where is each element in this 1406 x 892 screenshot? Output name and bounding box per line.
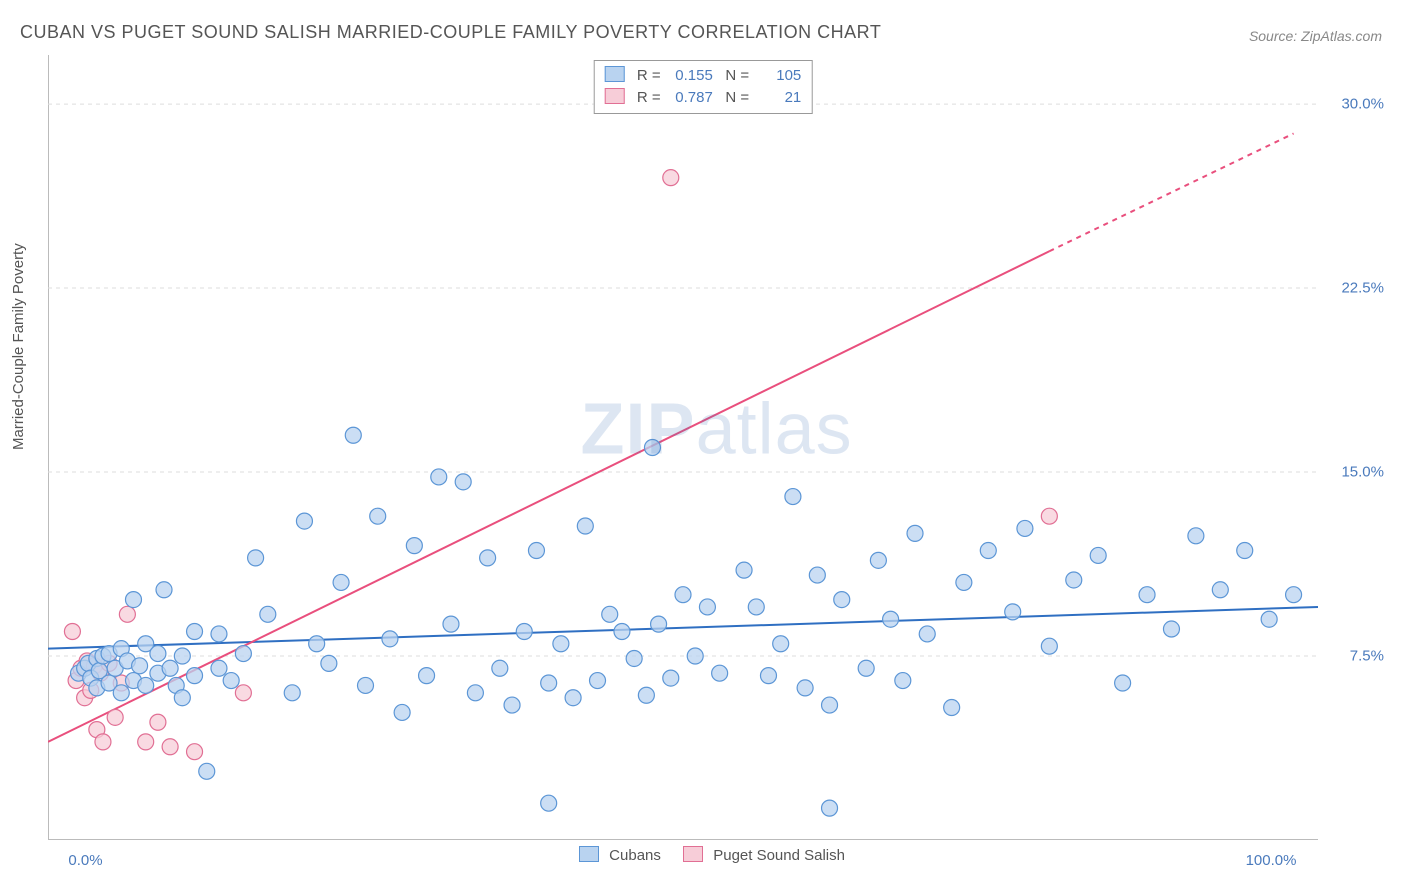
swatch-salish-bottom xyxy=(683,846,703,862)
y-tick: 15.0% xyxy=(1341,464,1384,481)
y-tick: 22.5% xyxy=(1341,280,1384,297)
swatch-cubans xyxy=(605,66,625,82)
legend-label-salish: Puget Sound Salish xyxy=(713,847,845,864)
series-legend: Cubans Puget Sound Salish xyxy=(0,846,1406,864)
legend-label-cubans: Cubans xyxy=(609,847,661,864)
scatter-plot xyxy=(48,55,1318,840)
swatch-cubans-bottom xyxy=(579,846,599,862)
legend-row-cubans: R = 0.155 N = 105 xyxy=(605,65,802,87)
y-tick: 7.5% xyxy=(1350,648,1384,665)
swatch-salish xyxy=(605,88,625,104)
y-tick: 30.0% xyxy=(1341,96,1384,113)
y-axis-label: Married-Couple Family Poverty xyxy=(10,243,27,450)
chart-title: CUBAN VS PUGET SOUND SALISH MARRIED-COUP… xyxy=(20,22,881,43)
source-credit: Source: ZipAtlas.com xyxy=(1249,28,1382,44)
correlation-legend: R = 0.155 N = 105 R = 0.787 N = 21 xyxy=(594,60,813,114)
legend-row-salish: R = 0.787 N = 21 xyxy=(605,87,802,109)
